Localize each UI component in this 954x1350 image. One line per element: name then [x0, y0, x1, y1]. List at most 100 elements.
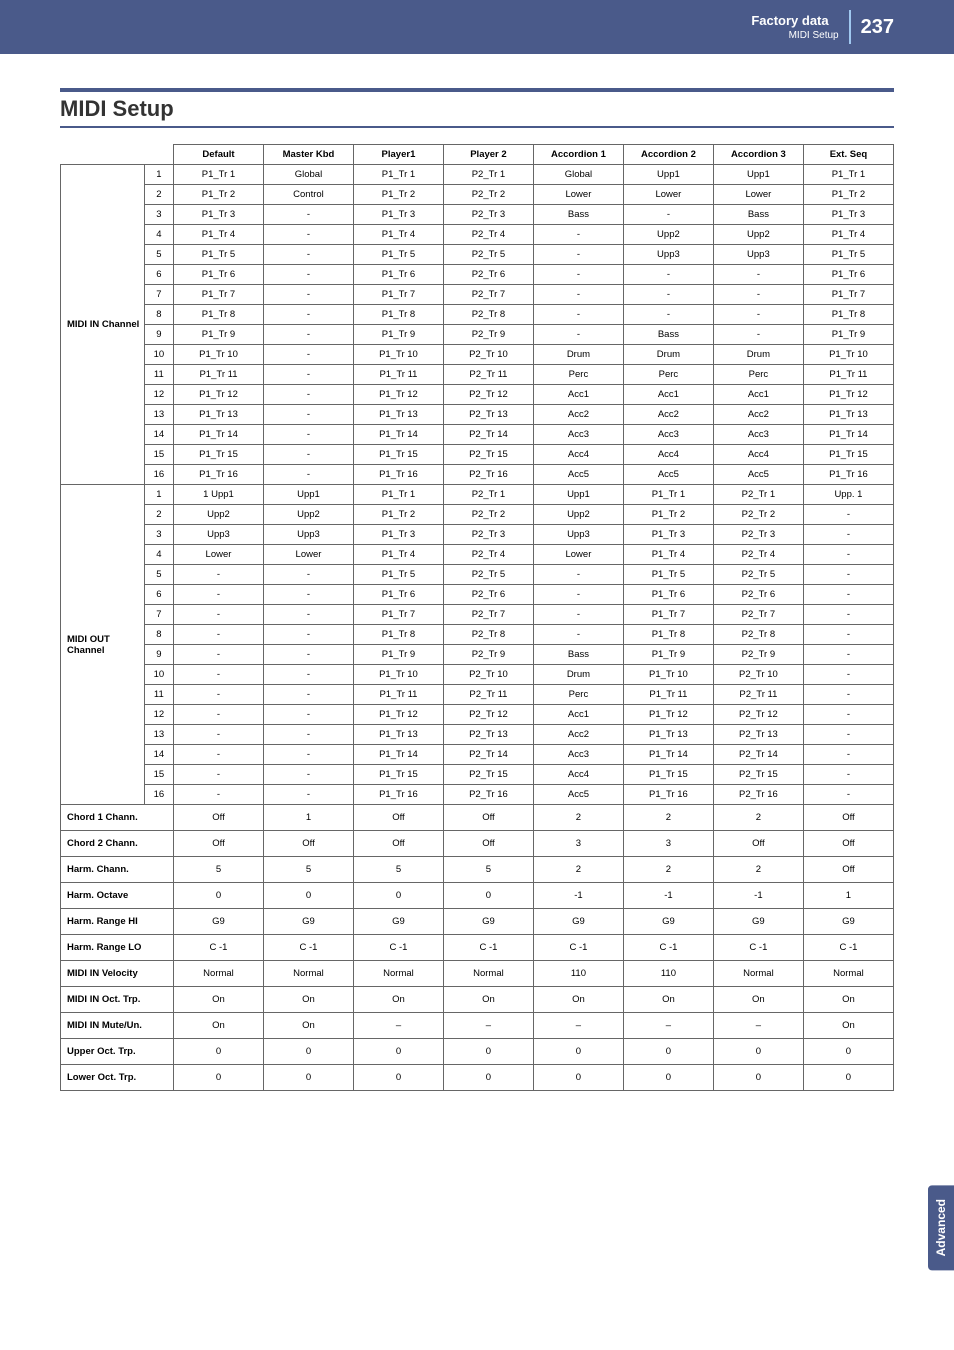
channel-number: 3 — [144, 205, 173, 225]
table-cell: Off — [353, 805, 443, 831]
table-cell: - — [803, 745, 893, 765]
table-cell: P1_Tr 3 — [803, 205, 893, 225]
table-cell: C -1 — [353, 935, 443, 961]
channel-number: 10 — [144, 345, 173, 365]
table-cell: - — [533, 625, 623, 645]
table-cell: Acc2 — [533, 405, 623, 425]
table-row: MIDI IN VelocityNormalNormalNormalNormal… — [61, 961, 894, 987]
table-cell: P1_Tr 7 — [353, 605, 443, 625]
table-cell: 0 — [803, 1039, 893, 1065]
table-cell: – — [353, 1013, 443, 1039]
table-cell: Drum — [713, 345, 803, 365]
table-cell: On — [263, 987, 353, 1013]
channel-number: 1 — [144, 165, 173, 185]
table-cell: - — [174, 765, 264, 785]
table-row: MIDI IN Oct. Trp.OnOnOnOnOnOnOnOn — [61, 987, 894, 1013]
table-cell: 1 — [803, 883, 893, 909]
col-header: Player 2 — [443, 145, 533, 165]
table-cell: - — [803, 765, 893, 785]
channel-number: 5 — [144, 565, 173, 585]
table-cell: - — [263, 345, 353, 365]
table-cell: P1_Tr 1 — [174, 165, 264, 185]
col-header: Accordion 3 — [713, 145, 803, 165]
col-header: Accordion 1 — [533, 145, 623, 165]
table-cell: - — [263, 465, 353, 485]
table-cell: - — [174, 565, 264, 585]
table-row: 7P1_Tr 7-P1_Tr 7P2_Tr 7---P1_Tr 7 — [61, 285, 894, 305]
col-header: Master Kbd — [263, 145, 353, 165]
table-cell: 0 — [713, 1065, 803, 1091]
table-cell: P2_Tr 4 — [713, 545, 803, 565]
table-cell: P1_Tr 14 — [353, 745, 443, 765]
table-cell: - — [803, 665, 893, 685]
side-tab-advanced: Advanced — [928, 1185, 954, 1270]
table-cell: 2 — [623, 857, 713, 883]
col-header: Default — [174, 145, 264, 165]
table-cell: Acc5 — [533, 465, 623, 485]
table-cell: -1 — [623, 883, 713, 909]
table-cell: - — [174, 705, 264, 725]
table-cell: P2_Tr 4 — [443, 225, 533, 245]
table-cell: Upp2 — [713, 225, 803, 245]
table-cell: - — [174, 725, 264, 745]
table-cell: P2_Tr 15 — [713, 765, 803, 785]
table-cell: 0 — [174, 1039, 264, 1065]
table-cell: - — [263, 785, 353, 805]
channel-number: 8 — [144, 305, 173, 325]
table-cell: P1_Tr 5 — [174, 245, 264, 265]
channel-number: 13 — [144, 725, 173, 745]
channel-number: 1 — [144, 485, 173, 505]
table-cell: G9 — [623, 909, 713, 935]
table-cell: P2_Tr 7 — [713, 605, 803, 625]
table-cell: 0 — [353, 1039, 443, 1065]
table-cell: P2_Tr 16 — [443, 785, 533, 805]
table-cell: P2_Tr 11 — [443, 685, 533, 705]
table-cell: P1_Tr 8 — [623, 625, 713, 645]
table-cell: Off — [174, 831, 264, 857]
table-cell: P1_Tr 16 — [353, 465, 443, 485]
table-cell: Off — [803, 805, 893, 831]
table-cell: P1_Tr 5 — [803, 245, 893, 265]
table-cell: Acc1 — [623, 385, 713, 405]
table-row: Harm. Range LOC -1C -1C -1C -1C -1C -1C … — [61, 935, 894, 961]
section-title-bar: MIDI Setup — [60, 88, 894, 128]
col-header: Ext. Seq — [803, 145, 893, 165]
table-row: 11--P1_Tr 11P2_Tr 11PercP1_Tr 11P2_Tr 11… — [61, 685, 894, 705]
channel-number: 4 — [144, 545, 173, 565]
table-cell: - — [263, 725, 353, 745]
table-cell: - — [263, 765, 353, 785]
table-cell: P1_Tr 12 — [353, 385, 443, 405]
table-cell: - — [263, 365, 353, 385]
table-row: MIDI IN Channel1P1_Tr 1GlobalP1_Tr 1P2_T… — [61, 165, 894, 185]
table-cell: P2_Tr 8 — [443, 625, 533, 645]
table-cell: P1_Tr 6 — [174, 265, 264, 285]
table-cell: - — [803, 705, 893, 725]
table-cell: Acc2 — [533, 725, 623, 745]
channel-number: 12 — [144, 385, 173, 405]
table-cell: – — [623, 1013, 713, 1039]
table-row: Harm. Chann.5555222Off — [61, 857, 894, 883]
table-cell: G9 — [803, 909, 893, 935]
table-cell: P1_Tr 14 — [803, 425, 893, 445]
table-row: 4P1_Tr 4-P1_Tr 4P2_Tr 4-Upp2Upp2P1_Tr 4 — [61, 225, 894, 245]
table-cell: - — [803, 525, 893, 545]
table-row: Harm. Range HIG9G9G9G9G9G9G9G9 — [61, 909, 894, 935]
page-header: Factory data MIDI Setup 237 — [0, 0, 954, 54]
table-cell: Global — [263, 165, 353, 185]
table-cell: On — [533, 987, 623, 1013]
table-row: 13P1_Tr 13-P1_Tr 13P2_Tr 13Acc2Acc2Acc2P… — [61, 405, 894, 425]
table-cell: On — [353, 987, 443, 1013]
table-cell: - — [533, 245, 623, 265]
table-cell: Perc — [533, 685, 623, 705]
table-cell: Acc1 — [533, 705, 623, 725]
table-cell: 0 — [533, 1039, 623, 1065]
table-cell: Upp3 — [533, 525, 623, 545]
table-cell: P1_Tr 2 — [353, 185, 443, 205]
channel-number: 11 — [144, 685, 173, 705]
table-cell: P1_Tr 5 — [353, 565, 443, 585]
table-cell: P2_Tr 16 — [713, 785, 803, 805]
table-cell: Upp. 1 — [803, 485, 893, 505]
table-cell: Upp2 — [263, 505, 353, 525]
table-cell: P1_Tr 4 — [174, 225, 264, 245]
table-cell: - — [263, 565, 353, 585]
